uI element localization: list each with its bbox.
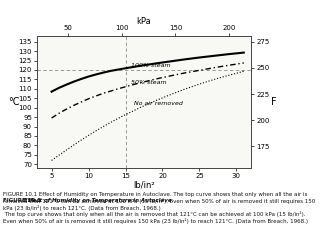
Y-axis label: °C: °C bbox=[9, 97, 20, 107]
X-axis label: lb/in²: lb/in² bbox=[133, 180, 155, 189]
Text: FIGURE 10.1: FIGURE 10.1 bbox=[3, 198, 43, 203]
Text: No air removed: No air removed bbox=[134, 101, 183, 106]
Text: FIGURE 10.1 Effect of Humidity on Temperature in Autoclave. The top curve shows : FIGURE 10.1 Effect of Humidity on Temper… bbox=[3, 192, 316, 211]
X-axis label: kPa: kPa bbox=[137, 17, 151, 26]
Text: 100% steam: 100% steam bbox=[132, 63, 171, 67]
Text: 50% steam: 50% steam bbox=[132, 79, 167, 84]
Y-axis label: F: F bbox=[271, 97, 276, 107]
Text: Effect of Humidity on Temperature in Autoclave.: Effect of Humidity on Temperature in Aut… bbox=[24, 198, 173, 203]
Text: The top curve shows that only when all the air is removed that 121°C can be achi: The top curve shows that only when all t… bbox=[3, 211, 308, 224]
